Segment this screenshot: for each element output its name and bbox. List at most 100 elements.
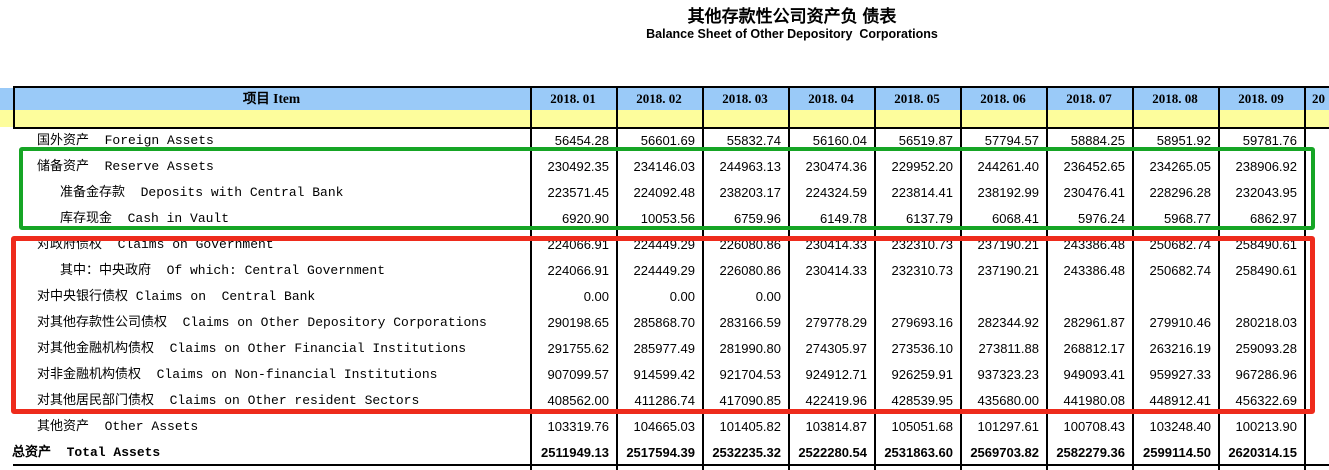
value-cell: 103814.87 <box>805 419 867 434</box>
value-cell: 959927.33 <box>1149 367 1211 382</box>
value-cell <box>1046 284 1132 310</box>
value-cell: 6862.97 <box>1250 211 1297 226</box>
value-cell: 279778.29 <box>805 315 867 330</box>
column-border <box>702 86 704 470</box>
column-header: 2018. 06 <box>980 91 1026 106</box>
column-header-item: 项目 Item <box>242 91 301 106</box>
table-row: 其他资产 Other Assets 103319.76 104665.03 10140… <box>0 414 1329 440</box>
value-cell: 59781.76 <box>1242 133 1297 148</box>
value-cell: 229952.20 <box>891 159 953 174</box>
value-cell: 2582279.36 <box>1056 445 1125 460</box>
value-cell: 2599114.50 <box>1143 445 1211 460</box>
value-cell: 104665.03 <box>633 419 695 434</box>
value-cell: 6068.41 <box>992 211 1039 226</box>
column-border <box>530 86 532 470</box>
value-cell: 105051.68 <box>891 419 953 434</box>
header-blue-band <box>0 88 1329 110</box>
value-cell: 226080.86 <box>719 263 781 278</box>
value-cell: 58951.92 <box>1156 133 1211 148</box>
value-cell <box>874 284 960 310</box>
value-cell: 243386.48 <box>1063 263 1125 278</box>
row-label: 总资产 Total Assets <box>12 445 161 460</box>
column-border <box>874 86 876 470</box>
value-cell: 103319.76 <box>547 419 609 434</box>
value-cell: 285977.49 <box>633 341 695 356</box>
value-cell <box>1304 180 1329 206</box>
value-cell: 55832.74 <box>726 133 781 148</box>
value-cell <box>1304 154 1329 180</box>
column-border <box>616 86 618 470</box>
header-yellow-band <box>0 110 1329 127</box>
table-row: 对中央银行债权 Claims on Central Bank 0.00 0.00 0.… <box>0 284 1329 310</box>
table-row: 国外资产 Foreign Assets 56454.28 56601.69 55832… <box>0 128 1329 154</box>
table-row: 储备资产 Reserve Assets 230492.35 234146.03 244… <box>0 154 1329 180</box>
value-cell: 224324.59 <box>805 185 867 200</box>
table-row: 其中：中央政府 Of which: Central Government 2240… <box>0 258 1329 284</box>
value-cell: 101405.82 <box>719 419 781 434</box>
row-label: 对非金融机构债权 Claims on Non-financial Institu… <box>37 367 438 382</box>
header-left-border <box>13 86 15 129</box>
value-cell <box>1304 258 1329 284</box>
value-cell: 232310.73 <box>891 237 953 252</box>
value-cell <box>1304 284 1329 310</box>
value-cell: 258490.61 <box>1235 263 1297 278</box>
value-cell: 949093.41 <box>1063 367 1125 382</box>
table-row: 总资产 Total Assets 2511949.13 2517594.39 2532… <box>0 440 1329 466</box>
row-label: 储备资产 Reserve Assets <box>37 159 214 174</box>
value-cell: 244261.40 <box>977 159 1039 174</box>
value-cell: 435680.00 <box>977 393 1039 408</box>
column-border <box>1304 86 1306 470</box>
header-bottom-border <box>13 127 1329 129</box>
value-cell: 230474.36 <box>805 159 867 174</box>
value-cell <box>1304 388 1329 414</box>
table-bottom-border <box>13 464 1329 466</box>
value-cell: 250682.74 <box>1149 237 1211 252</box>
column-header: 2018. 09 <box>1238 91 1284 106</box>
value-cell: 282344.92 <box>977 315 1039 330</box>
column-header: 2018. 03 <box>722 91 768 106</box>
column-border <box>788 86 790 470</box>
page-title: 其他存款性公司资产负 债表 <box>687 7 897 26</box>
value-cell: 441980.08 <box>1063 393 1125 408</box>
column-border <box>1046 86 1048 470</box>
column-header: 2018. 07 <box>1066 91 1112 106</box>
table-row: 对政府债权 Claims on Government 224066.91 22444… <box>0 232 1329 258</box>
value-cell: 238906.92 <box>1235 159 1297 174</box>
value-cell <box>1304 206 1329 232</box>
row-label: 对政府债权 Claims on Government <box>37 237 274 252</box>
value-cell: 232043.95 <box>1235 185 1297 200</box>
value-cell <box>1304 414 1329 440</box>
value-cell: 230414.33 <box>805 263 867 278</box>
value-cell: 228296.28 <box>1149 185 1211 200</box>
value-cell: 101297.61 <box>977 419 1039 434</box>
value-cell: 223571.45 <box>547 185 609 200</box>
column-border <box>960 86 962 470</box>
value-cell: 0.00 <box>755 289 781 304</box>
value-cell: 258490.61 <box>1235 237 1297 252</box>
value-cell: 2517594.39 <box>626 445 695 460</box>
column-header: 2018. 08 <box>1152 91 1198 106</box>
value-cell: 58884.25 <box>1070 133 1125 148</box>
table-row: 对其他存款性公司债权 Claims on Other Depository Co… <box>0 310 1329 336</box>
value-cell: 230476.41 <box>1063 185 1125 200</box>
row-label: 其他资产 Other Assets <box>37 419 199 434</box>
row-label: 国外资产 Foreign Assets <box>37 133 214 148</box>
value-cell: 226080.86 <box>719 237 781 252</box>
column-header: 20 <box>1312 91 1325 106</box>
value-cell: 0.00 <box>669 289 695 304</box>
value-cell: 236452.65 <box>1063 159 1125 174</box>
row-label: 准备金存款 Deposits with Central Bank <box>60 185 344 200</box>
value-cell: 924912.71 <box>805 367 867 382</box>
table-top-border <box>13 86 1329 88</box>
value-cell: 291755.62 <box>547 341 609 356</box>
value-cell: 914599.42 <box>633 367 695 382</box>
value-cell <box>1304 362 1329 388</box>
value-cell: 224449.29 <box>633 237 695 252</box>
value-cell <box>1304 440 1329 466</box>
value-cell: 263216.19 <box>1149 341 1211 356</box>
value-cell: 6759.96 <box>734 211 781 226</box>
value-cell: 280218.03 <box>1235 315 1297 330</box>
value-cell: 57794.57 <box>984 133 1039 148</box>
value-cell: 448912.41 <box>1149 393 1211 408</box>
